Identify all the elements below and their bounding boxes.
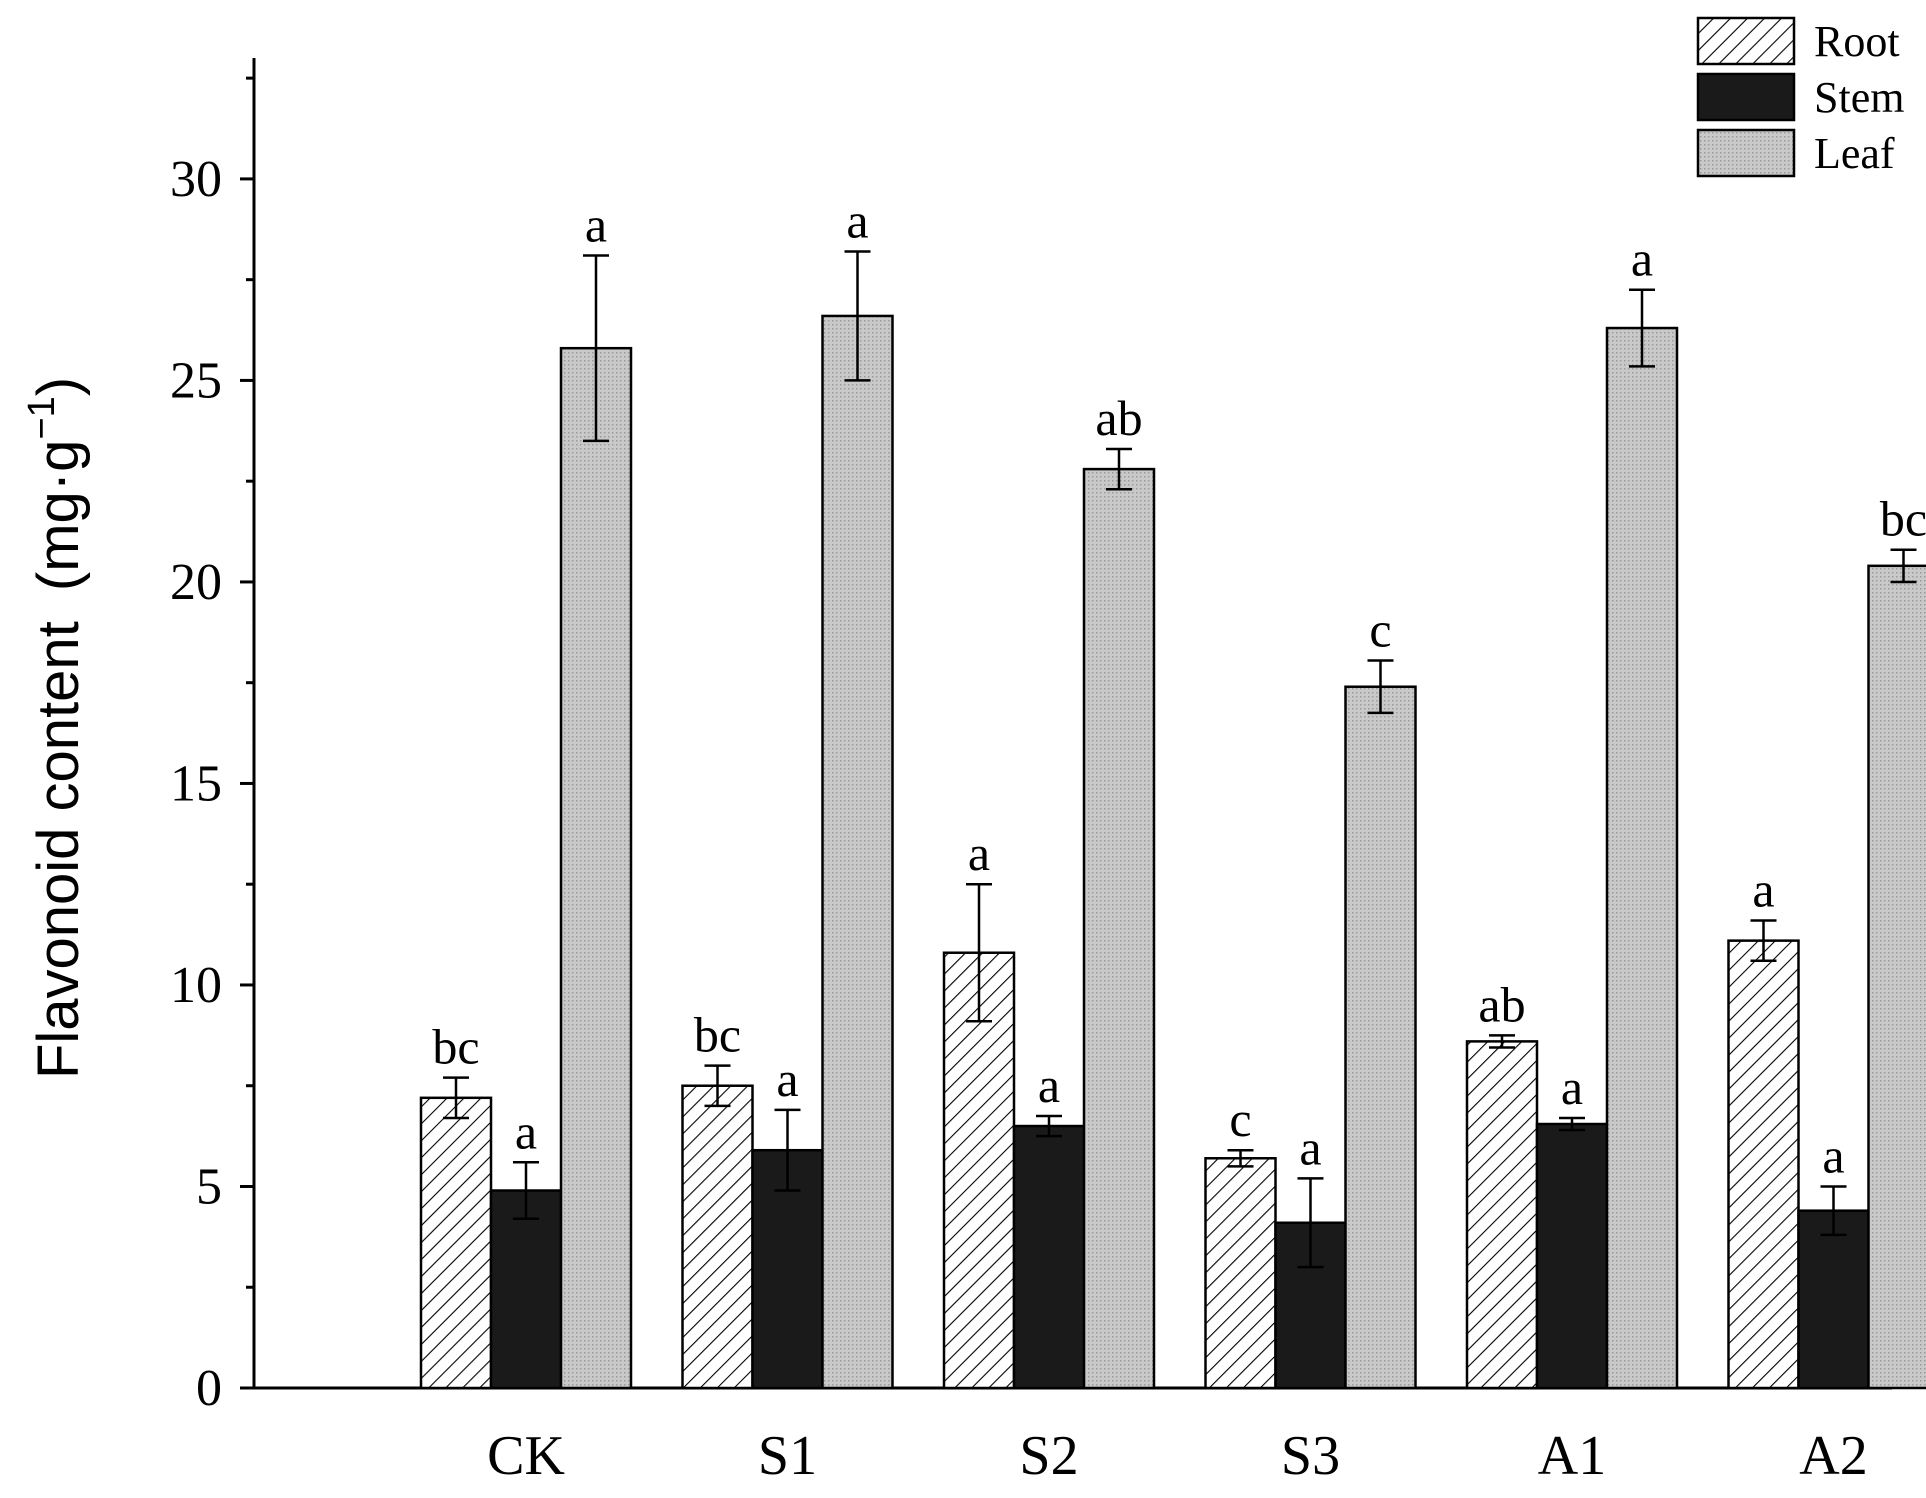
- legend-label-leaf: Leaf: [1814, 129, 1895, 178]
- significance-letter: bc: [432, 1019, 479, 1075]
- significance-letter: a: [968, 825, 990, 881]
- significance-letter: a: [1631, 231, 1653, 287]
- legend-swatch-leaf: [1696, 128, 1796, 178]
- bar-root-a2: [1727, 939, 1800, 1390]
- bar-stem-a2: [1797, 1209, 1870, 1390]
- bar-root-s3: [1204, 1157, 1277, 1390]
- significance-letter: a: [776, 1051, 798, 1107]
- bar-stem-ck: [489, 1189, 563, 1390]
- bar-stem-s2: [1012, 1124, 1086, 1390]
- bar-leaf-ck: [559, 346, 633, 1390]
- legend-swatch-root: [1696, 16, 1796, 66]
- significance-letter: a: [515, 1103, 537, 1159]
- y-axis-unit: (mg·g: [26, 440, 91, 591]
- legend-swatch-stem: [1696, 72, 1796, 122]
- legend-label-root: Root: [1814, 17, 1900, 66]
- x-tick-label: S2: [1019, 1425, 1078, 1487]
- bar-leaf-s3: [1344, 685, 1417, 1390]
- y-tick-label: 10: [170, 957, 222, 1014]
- y-axis-unit-close: ): [26, 377, 91, 396]
- significance-letter: bc: [1880, 491, 1926, 547]
- x-tick-label: S3: [1281, 1425, 1340, 1487]
- bar-root-s2: [942, 951, 1016, 1390]
- significance-letter: ab: [1095, 390, 1142, 446]
- legend-label-stem: Stem: [1814, 73, 1904, 122]
- significance-letter: bc: [694, 1007, 741, 1063]
- significance-letter: a: [1561, 1059, 1583, 1115]
- y-tick-label: 5: [196, 1158, 222, 1215]
- bar-root-a1: [1465, 1040, 1539, 1390]
- y-tick-label: 15: [170, 755, 222, 812]
- significance-letter: a: [846, 192, 868, 248]
- significance-letter: c: [1229, 1091, 1251, 1147]
- significance-letter: a: [1752, 861, 1774, 917]
- x-tick-label: CK: [487, 1425, 565, 1487]
- y-axis-title-text: Flavonoid content: [26, 621, 91, 1079]
- significance-letter: ab: [1478, 976, 1525, 1032]
- y-tick-label: 20: [170, 554, 222, 611]
- y-tick-label: 0: [196, 1360, 222, 1417]
- y-axis-unit-exponent: −1: [21, 396, 63, 439]
- x-tick-label: A1: [1538, 1425, 1606, 1487]
- significance-letter: a: [1299, 1119, 1321, 1175]
- bar-leaf-a1: [1605, 326, 1679, 1390]
- significance-letter: a: [1038, 1057, 1060, 1113]
- bar-leaf-a2: [1867, 564, 1926, 1390]
- bar-leaf-s1: [821, 314, 894, 1390]
- x-tick-label: A2: [1799, 1425, 1867, 1487]
- y-axis-title: Flavonoid content (mg·g−1): [21, 377, 91, 1079]
- bar-leaf-s2: [1082, 467, 1156, 1390]
- bar-root-ck: [419, 1096, 493, 1390]
- bar-root-s1: [681, 1084, 754, 1390]
- y-tick-label: 25: [170, 352, 222, 409]
- y-tick-label: 30: [170, 151, 222, 208]
- significance-letter: a: [585, 196, 607, 252]
- significance-letter: a: [1822, 1127, 1844, 1183]
- significance-letter: c: [1369, 602, 1391, 658]
- x-tick-label: S1: [758, 1425, 817, 1487]
- bar-stem-a1: [1535, 1122, 1609, 1390]
